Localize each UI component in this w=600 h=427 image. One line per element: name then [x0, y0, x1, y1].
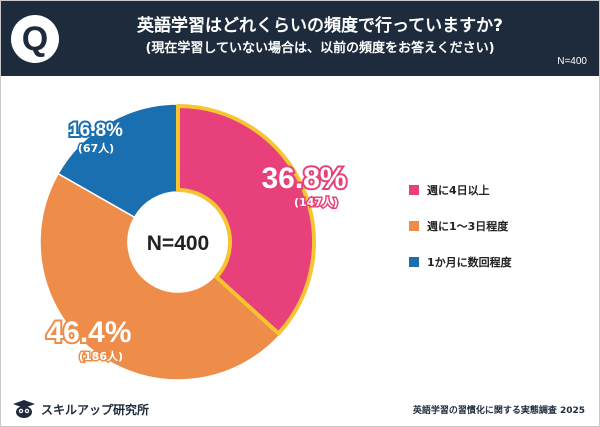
- donut-chart: N=400 36.8%(147人) 46.4%(186人) 16.8%(67人) 週に4…: [39, 103, 513, 381]
- question-subtitle: (現在学習していない場合は、以前の頻度をお答えください): [145, 41, 495, 56]
- legend-label-1to3-days: 週に1〜3日程度: [427, 219, 509, 233]
- percent-label-4days-plus: 36.8%: [261, 162, 346, 195]
- legend-swatch-few-per-month: [409, 257, 419, 267]
- count-label-1to3-days: (186人): [79, 349, 123, 363]
- percent-label-few-per-month: 16.8%: [69, 120, 123, 141]
- percent-label-1to3-days: 46.4%: [46, 316, 131, 349]
- question-header: Q 英語学習はどれくらいの頻度で行っていますか? (現在学習していない場合は、以…: [1, 1, 599, 76]
- slice-1to3-days: [39, 172, 282, 381]
- count-label-few-per-month: (67人): [78, 141, 114, 155]
- brand-name: スキルアップ研究所: [41, 402, 150, 417]
- legend-label-4days-plus: 週に4日以上: [427, 183, 490, 197]
- legend-swatch-1to3-days: [409, 221, 419, 231]
- owl-icon: [13, 400, 35, 418]
- count-label-4days-plus: (147人): [294, 195, 338, 209]
- question-letter: Q: [21, 20, 49, 58]
- slice-highlight-outline: [176, 104, 316, 336]
- brand-logo: スキルアップ研究所: [13, 400, 149, 418]
- survey-source: 英語学習の習慣化に関する実態調査 2025: [412, 406, 585, 416]
- center-label: N=400: [147, 232, 209, 255]
- slice-few-per-month: [57, 103, 179, 219]
- legend-swatch-4days-plus: [409, 185, 419, 195]
- question-title: 英語学習はどれくらいの頻度で行っていますか?: [136, 16, 503, 36]
- question-badge: Q: [11, 15, 59, 63]
- sample-size: N=400: [557, 56, 587, 67]
- legend-label-few-per-month: 1か月に数回程度: [427, 255, 513, 269]
